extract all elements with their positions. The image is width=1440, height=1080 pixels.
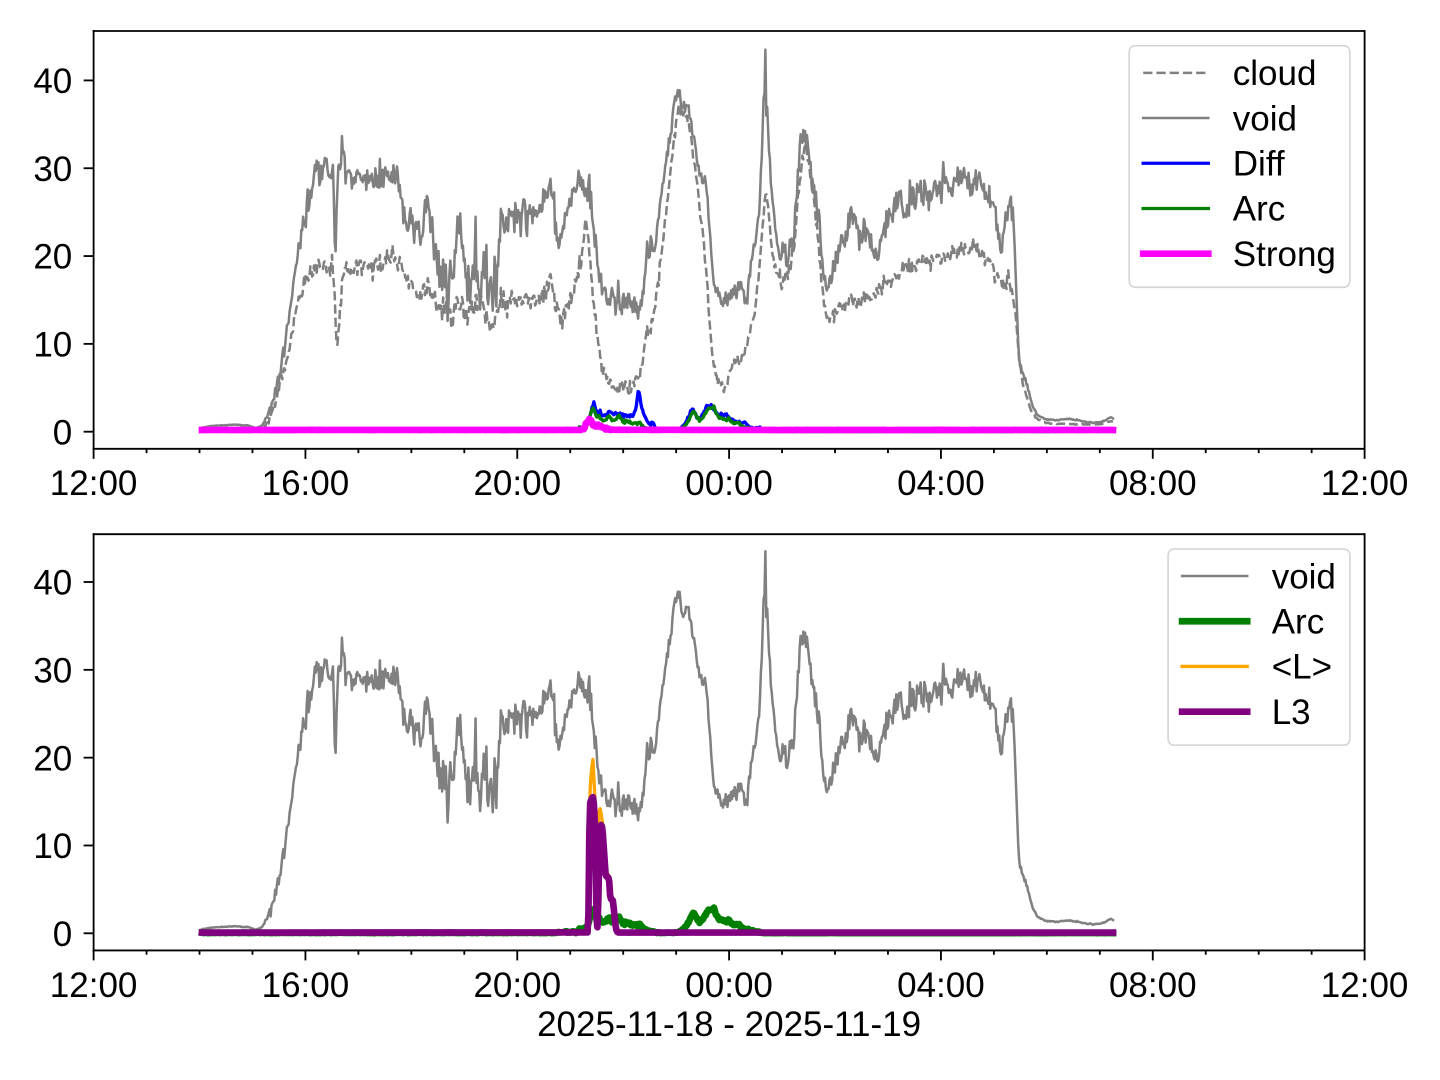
svg-text:void: void — [1272, 557, 1336, 596]
svg-text:12:00: 12:00 — [50, 966, 138, 1005]
svg-text:00:00: 00:00 — [685, 464, 773, 503]
svg-text:20:00: 20:00 — [473, 966, 561, 1005]
svg-text:30: 30 — [33, 652, 72, 691]
svg-text:08:00: 08:00 — [1109, 966, 1197, 1005]
svg-text:cloud: cloud — [1233, 54, 1317, 93]
svg-text:16:00: 16:00 — [262, 966, 350, 1005]
svg-text:04:00: 04:00 — [897, 464, 985, 503]
svg-text:2025-11-18 - 2025-11-19: 2025-11-18 - 2025-11-19 — [537, 1005, 921, 1044]
svg-text:16:00: 16:00 — [262, 464, 350, 503]
svg-text:40: 40 — [33, 564, 72, 603]
svg-text:12:00: 12:00 — [50, 464, 138, 503]
svg-text:20: 20 — [33, 238, 72, 277]
svg-text:00:00: 00:00 — [685, 966, 773, 1005]
svg-text:Arc: Arc — [1272, 602, 1325, 641]
svg-text:Arc: Arc — [1233, 190, 1286, 229]
svg-text:40: 40 — [33, 62, 72, 101]
svg-text:12:00: 12:00 — [1321, 966, 1409, 1005]
svg-text:<L>: <L> — [1272, 648, 1332, 687]
svg-text:12:00: 12:00 — [1321, 464, 1409, 503]
svg-text:0: 0 — [53, 413, 72, 452]
svg-text:Strong: Strong — [1233, 235, 1336, 274]
svg-text:20: 20 — [33, 739, 72, 778]
svg-text:L3: L3 — [1272, 693, 1311, 732]
svg-text:20:00: 20:00 — [473, 464, 561, 503]
svg-text:08:00: 08:00 — [1109, 464, 1197, 503]
svg-text:30: 30 — [33, 150, 72, 189]
svg-text:04:00: 04:00 — [897, 966, 985, 1005]
svg-text:0: 0 — [53, 915, 72, 954]
svg-text:Diff: Diff — [1233, 145, 1285, 184]
svg-text:10: 10 — [33, 827, 72, 866]
svg-text:void: void — [1233, 99, 1297, 138]
svg-text:10: 10 — [33, 326, 72, 365]
